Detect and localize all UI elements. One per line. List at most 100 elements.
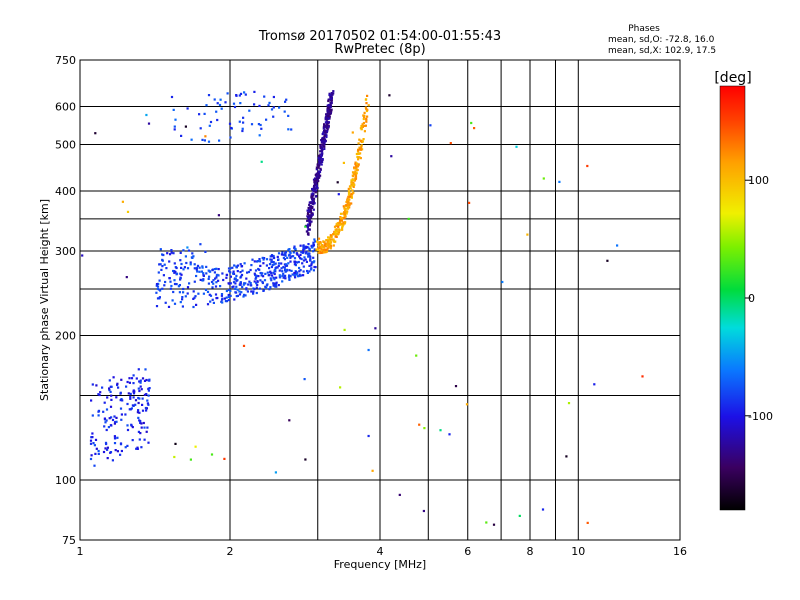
noise-point bbox=[194, 445, 197, 448]
echo-point bbox=[305, 246, 308, 249]
y-tick-label: 400 bbox=[55, 185, 76, 198]
echo-point bbox=[115, 396, 118, 399]
echo-point bbox=[291, 273, 294, 276]
echo-point bbox=[309, 268, 313, 271]
noise-point bbox=[184, 125, 187, 128]
echo-point bbox=[313, 184, 316, 188]
echo-point bbox=[341, 222, 344, 225]
echo-point bbox=[161, 258, 164, 261]
echo-point bbox=[233, 264, 236, 267]
echo-point bbox=[313, 260, 316, 263]
echo-point bbox=[327, 107, 330, 110]
noise-point bbox=[586, 521, 589, 524]
echo-point bbox=[215, 281, 218, 284]
echo-point bbox=[172, 252, 175, 255]
x-tick-label: 8 bbox=[527, 545, 534, 558]
echo-point bbox=[280, 253, 283, 256]
echo-point bbox=[350, 193, 353, 196]
echo-point bbox=[284, 277, 287, 280]
echo-point bbox=[108, 387, 111, 390]
echo-point bbox=[205, 272, 208, 275]
echo-point bbox=[265, 118, 268, 121]
echo-point bbox=[262, 289, 265, 292]
echo-point bbox=[332, 233, 335, 236]
echo-point bbox=[146, 402, 149, 405]
echo-point bbox=[229, 282, 232, 285]
echo-point bbox=[179, 301, 182, 304]
echo-point bbox=[270, 258, 273, 261]
echo-point bbox=[354, 162, 357, 165]
echo-point bbox=[158, 263, 161, 266]
echo-point bbox=[117, 386, 120, 389]
echo-point bbox=[355, 152, 358, 156]
echo-point bbox=[155, 284, 158, 287]
echo-point bbox=[317, 156, 320, 160]
echo-point bbox=[221, 301, 224, 304]
echo-point bbox=[139, 385, 142, 388]
echo-point bbox=[137, 430, 140, 433]
echo-point bbox=[229, 271, 232, 274]
echo-point bbox=[317, 246, 320, 250]
echo-point bbox=[293, 271, 296, 275]
noise-point bbox=[593, 383, 596, 386]
echo-point bbox=[317, 244, 320, 247]
echo-point bbox=[296, 271, 299, 274]
noise-point bbox=[337, 193, 340, 196]
echo-point bbox=[295, 261, 298, 264]
echo-point bbox=[341, 225, 344, 228]
y-tick-label: 200 bbox=[55, 330, 76, 343]
echo-point bbox=[321, 143, 324, 146]
echo-point bbox=[347, 205, 350, 208]
echo-point bbox=[241, 269, 244, 272]
echo-point bbox=[239, 281, 242, 284]
echo-point bbox=[350, 184, 353, 187]
echo-point bbox=[182, 291, 185, 294]
echo-point bbox=[205, 265, 208, 268]
echo-point bbox=[323, 138, 326, 141]
echo-point bbox=[159, 248, 162, 251]
echo-point bbox=[293, 257, 297, 260]
echo-point bbox=[105, 419, 108, 422]
noise-point bbox=[567, 402, 571, 405]
echo-point bbox=[306, 226, 309, 229]
echo-point bbox=[253, 260, 256, 263]
echo-point bbox=[255, 274, 258, 277]
echo-point bbox=[89, 457, 93, 461]
echo-point bbox=[306, 212, 309, 215]
echo-point bbox=[198, 270, 201, 273]
echo-point bbox=[364, 124, 367, 127]
noise-point bbox=[233, 278, 236, 281]
echo-point bbox=[308, 264, 311, 267]
echo-point bbox=[320, 154, 323, 157]
echo-point bbox=[333, 225, 337, 228]
echo-point bbox=[292, 251, 295, 254]
echo-point bbox=[264, 272, 267, 275]
echo-point bbox=[195, 303, 198, 306]
echo-point bbox=[258, 258, 261, 261]
echo-point bbox=[360, 144, 363, 147]
noise-point bbox=[501, 280, 504, 284]
echo-point bbox=[288, 269, 291, 272]
echo-point bbox=[108, 417, 111, 420]
echo-point bbox=[310, 196, 313, 199]
echo-point bbox=[330, 110, 333, 113]
echo-point bbox=[269, 270, 272, 273]
echo-point bbox=[175, 272, 179, 275]
echo-point bbox=[263, 279, 267, 282]
noise-point bbox=[125, 276, 128, 279]
echo-point bbox=[120, 378, 123, 381]
echo-point bbox=[319, 157, 322, 160]
echo-point bbox=[278, 106, 281, 109]
echo-point bbox=[335, 233, 338, 236]
echo-point bbox=[354, 161, 357, 164]
noise-point bbox=[448, 433, 451, 436]
noise-point bbox=[186, 246, 189, 249]
echo-point bbox=[275, 276, 278, 279]
echo-point bbox=[147, 389, 150, 392]
echo-point bbox=[298, 266, 301, 270]
echo-point bbox=[305, 260, 308, 263]
echo-point bbox=[208, 124, 211, 127]
echo-point bbox=[305, 230, 308, 233]
echo-point bbox=[119, 391, 122, 394]
echo-point bbox=[272, 254, 275, 258]
